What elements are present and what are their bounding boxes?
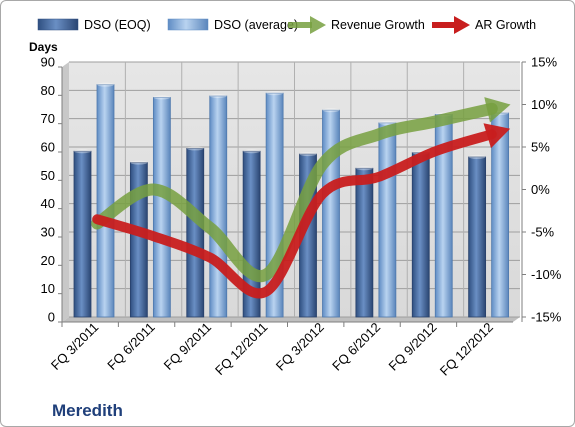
bar-dso-average-top [266, 91, 284, 96]
lines-layer [91, 97, 511, 299]
bar-dso-eoq [411, 152, 430, 318]
y-tick-label: 80 [41, 83, 55, 98]
bar-dso-eoq-top [74, 149, 91, 154]
y-tick-label: 90 [41, 55, 55, 70]
legend: DSO (EOQ) DSO (average) Revenue Growth A… [37, 16, 536, 34]
bar-dso-eoq-top [243, 149, 261, 154]
bar-dso-eoq [186, 148, 205, 318]
bar-dso-average-top [322, 108, 340, 113]
plot-floor [62, 317, 520, 322]
legend-label-revenue-growth: Revenue Growth [331, 18, 425, 32]
line-ar-growth [92, 129, 497, 299]
line-revenue-growth [91, 102, 498, 283]
bars-layer [73, 82, 510, 318]
y-axis-title: Days [29, 40, 58, 54]
y-tick-label: 70 [41, 111, 55, 126]
y2-tick-label: 0% [531, 182, 550, 197]
bar-dso-average [209, 95, 228, 318]
bar-dso-eoq [355, 167, 374, 318]
y-tick-label: 30 [41, 225, 55, 240]
x-tick-label: FQ 9/2012 [386, 320, 440, 374]
arrowhead-ar-growth [483, 123, 511, 149]
x-tick-label: FQ 3/2011 [48, 320, 101, 373]
bar-dso-average-top [97, 82, 114, 87]
y2-tick-label: -5% [531, 225, 555, 240]
legend-swatch-ar-growth [432, 16, 470, 34]
x-tick-label: FQ 12/2011 [212, 320, 270, 378]
bar-dso-average [322, 109, 340, 318]
bar-dso-average-top [153, 95, 171, 100]
bar-dso-eoq [73, 150, 92, 318]
company-name: Meredith [52, 401, 123, 420]
bar-dso-average [96, 84, 115, 318]
y-tick-label: 60 [41, 140, 55, 155]
bar-dso-eoq [468, 156, 487, 318]
legend-swatch-revenue-growth [288, 16, 326, 34]
y-tick-label: 10 [41, 281, 55, 296]
x-tick-label: FQ 9/2011 [161, 320, 214, 373]
arrowhead-revenue-growth [484, 97, 511, 123]
bar-dso-average [378, 122, 397, 318]
legend-swatch-dso-average [167, 18, 209, 31]
y-tick-label: 0 [48, 310, 55, 325]
bar-dso-eoq-top [355, 166, 373, 171]
y-tick-label: 50 [41, 168, 55, 183]
bar-dso-average-top [209, 94, 227, 98]
legend-label-dso-eoq: DSO (EOQ) [84, 18, 151, 32]
bar-dso-eoq-top [186, 146, 204, 151]
bar-dso-average [152, 97, 171, 318]
bar-dso-eoq-top [299, 152, 317, 157]
bar-dso-eoq-top [468, 154, 486, 159]
plot-side-wall [62, 62, 69, 322]
legend-swatch-dso-eoq [37, 18, 79, 31]
y2-tick-label: -10% [531, 267, 562, 282]
x-tick-label: FQ 6/2012 [329, 320, 383, 374]
bar-dso-eoq-top [130, 160, 148, 165]
x-tick-label: FQ 6/2011 [104, 320, 157, 373]
bar-dso-average-top [378, 120, 396, 125]
y2-tick-label: -15% [531, 310, 562, 325]
y2-tick-label: 5% [531, 140, 550, 155]
y2-axis-ticks: -15% -10% -5% 0% 5% 10% 15% [522, 55, 562, 325]
y-tick-label: 20 [41, 253, 55, 268]
x-tick-label: FQ 12/2012 [437, 320, 496, 379]
y2-tick-label: 15% [531, 55, 557, 70]
x-tick-label: FQ 3/2012 [273, 320, 327, 374]
legend-label-ar-growth: AR Growth [475, 18, 536, 32]
y2-tick-label: 10% [531, 97, 557, 112]
y-tick-label: 40 [41, 196, 55, 211]
y-axis-ticks: 0 10 20 30 40 50 60 70 80 90 [41, 55, 62, 325]
legend-label-dso-average: DSO (average) [214, 18, 298, 32]
